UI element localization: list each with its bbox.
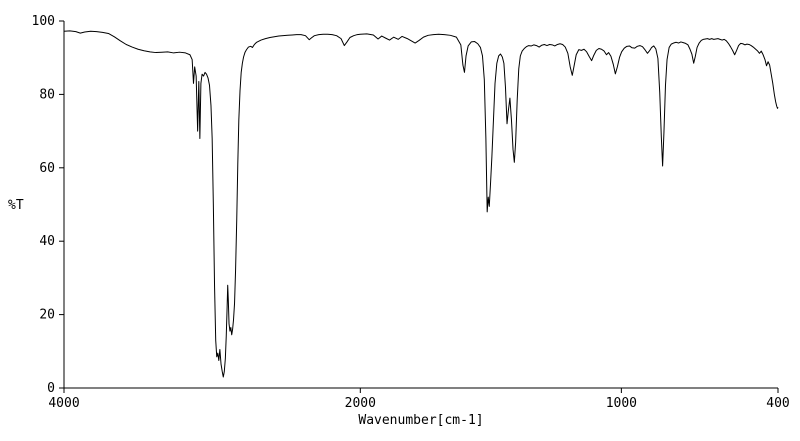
x-tick-label: 400 (766, 396, 789, 411)
y-tick-label: 40 (39, 234, 55, 249)
spectrum-trace (63, 30, 779, 378)
y-tick-label: 80 (39, 87, 55, 102)
y-tick-label: 0 (47, 381, 55, 396)
y-tick-label: 20 (39, 308, 55, 323)
x-axis-label: Wavenumber[cm-1] (358, 413, 484, 428)
x-tick-label: 4000 (48, 396, 79, 411)
x-tick-label: 1000 (606, 396, 637, 411)
y-tick-label: 100 (32, 14, 55, 29)
x-tick-label: 2000 (345, 396, 376, 411)
y-axis-label: %T (8, 198, 24, 213)
y-tick-label: 60 (39, 161, 55, 176)
